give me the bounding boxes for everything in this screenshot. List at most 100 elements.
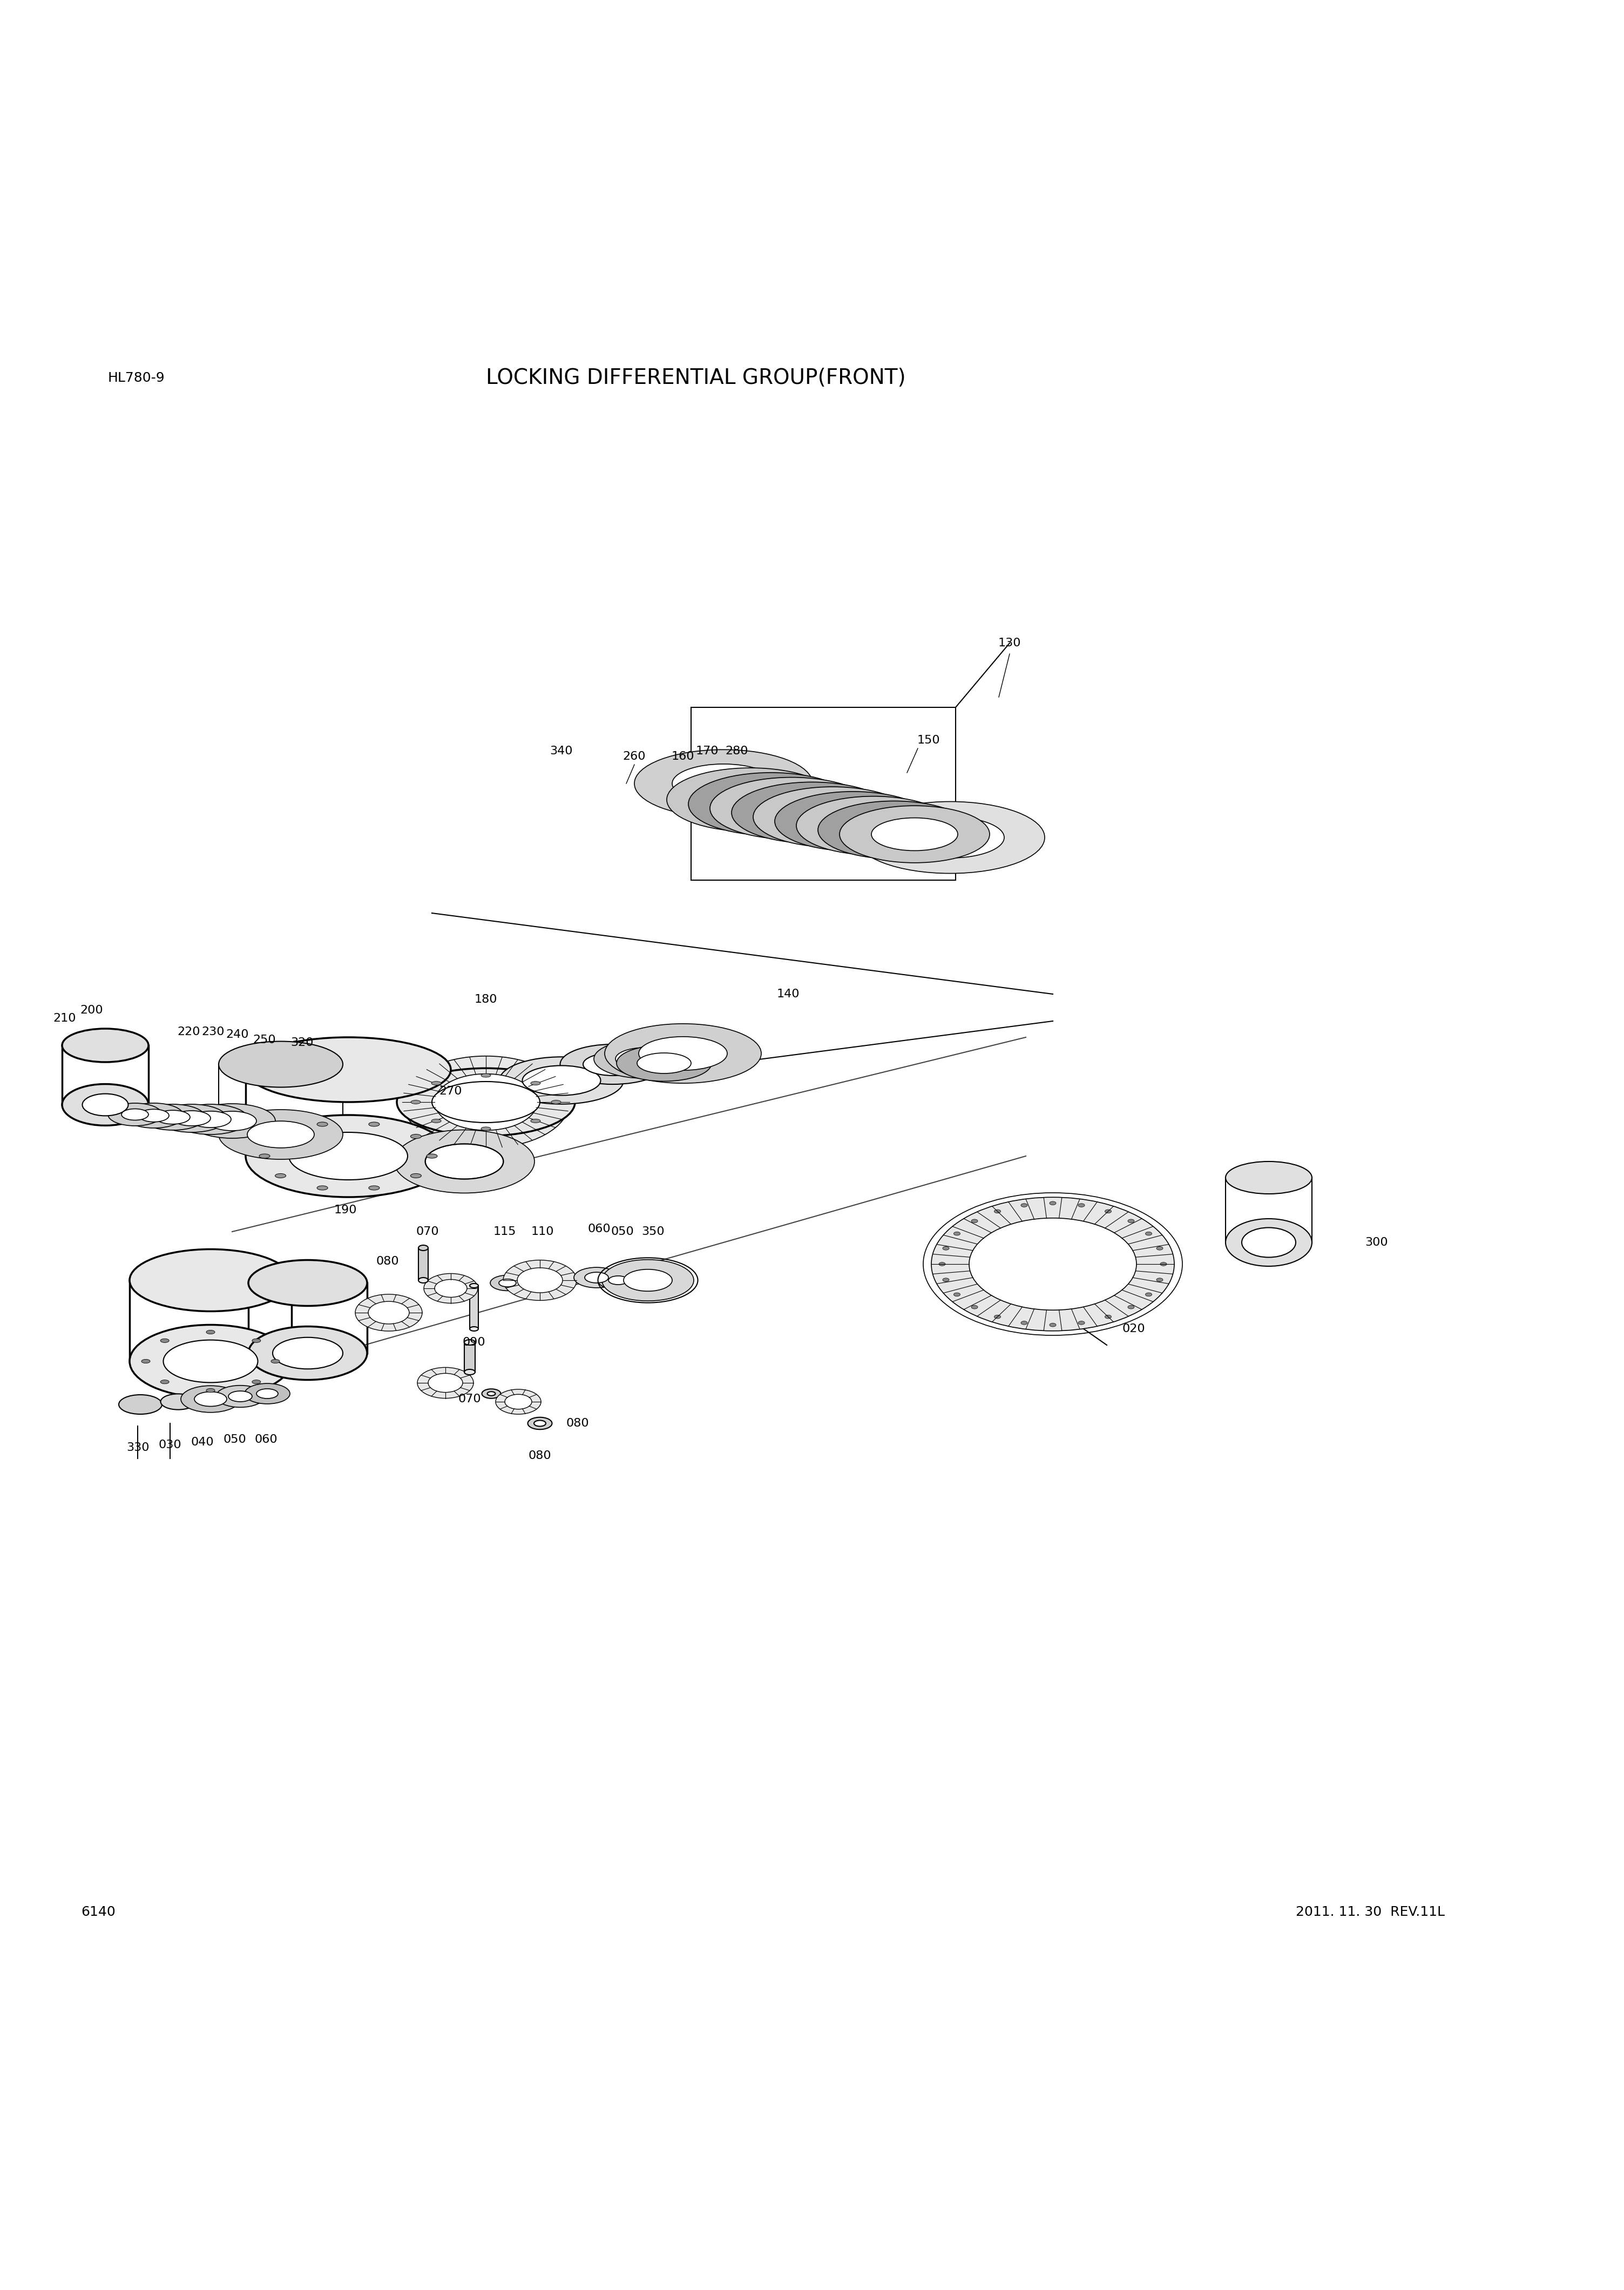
Ellipse shape [229, 1390, 252, 1401]
Ellipse shape [417, 1367, 474, 1399]
Ellipse shape [317, 1186, 328, 1191]
Ellipse shape [369, 1301, 409, 1324]
Text: 280: 280 [726, 747, 749, 756]
Ellipse shape [970, 1218, 1137, 1310]
Ellipse shape [490, 1276, 525, 1292]
Ellipse shape [206, 1330, 214, 1335]
Ellipse shape [754, 788, 913, 847]
Ellipse shape [274, 1134, 286, 1138]
Ellipse shape [667, 767, 835, 831]
Text: 080: 080 [567, 1418, 590, 1429]
Ellipse shape [1242, 1227, 1296, 1257]
Text: 220: 220 [177, 1026, 200, 1037]
Ellipse shape [419, 1278, 429, 1282]
Ellipse shape [594, 1040, 697, 1079]
Ellipse shape [219, 1111, 343, 1159]
Ellipse shape [528, 1418, 552, 1429]
Ellipse shape [499, 1280, 516, 1287]
Ellipse shape [141, 1360, 149, 1363]
Text: 050: 050 [611, 1225, 633, 1237]
Text: 160: 160 [671, 751, 695, 763]
Ellipse shape [107, 1104, 162, 1127]
Ellipse shape [1104, 1314, 1111, 1319]
Ellipse shape [971, 1218, 978, 1223]
Ellipse shape [140, 1104, 205, 1131]
Ellipse shape [503, 1260, 577, 1301]
Bar [419, 1248, 429, 1280]
Ellipse shape [62, 1028, 148, 1063]
Ellipse shape [188, 1104, 276, 1138]
Ellipse shape [161, 1381, 169, 1383]
Ellipse shape [1078, 1321, 1085, 1324]
Text: 340: 340 [551, 747, 573, 756]
Ellipse shape [172, 1104, 248, 1134]
Text: 250: 250 [253, 1035, 276, 1044]
Ellipse shape [531, 1120, 541, 1122]
Ellipse shape [1156, 1278, 1163, 1282]
Ellipse shape [775, 792, 931, 852]
Text: 350: 350 [641, 1225, 664, 1237]
Ellipse shape [505, 1395, 531, 1408]
Ellipse shape [953, 1232, 960, 1234]
Text: 080: 080 [528, 1450, 552, 1461]
Ellipse shape [432, 1081, 539, 1122]
Ellipse shape [122, 1108, 148, 1120]
Text: 260: 260 [624, 751, 646, 763]
Text: 320: 320 [291, 1037, 313, 1049]
Ellipse shape [424, 1273, 477, 1303]
Text: 070: 070 [458, 1395, 481, 1404]
Ellipse shape [481, 1074, 490, 1076]
Ellipse shape [583, 1053, 643, 1076]
Ellipse shape [551, 1099, 560, 1104]
Ellipse shape [745, 790, 838, 827]
Ellipse shape [689, 772, 854, 836]
Text: 180: 180 [474, 994, 497, 1005]
Ellipse shape [710, 776, 874, 840]
Ellipse shape [560, 1044, 666, 1083]
Ellipse shape [260, 1154, 270, 1159]
Ellipse shape [703, 781, 797, 818]
Text: 020: 020 [1122, 1324, 1145, 1335]
Text: 330: 330 [127, 1443, 149, 1454]
Ellipse shape [615, 1047, 676, 1069]
Text: 150: 150 [918, 735, 940, 747]
Ellipse shape [252, 1340, 261, 1342]
Ellipse shape [856, 802, 1044, 872]
Text: 230: 230 [201, 1026, 224, 1037]
Ellipse shape [1127, 1305, 1134, 1310]
Ellipse shape [482, 1390, 500, 1399]
Text: 300: 300 [1366, 1237, 1389, 1248]
Text: 090: 090 [463, 1337, 486, 1349]
Ellipse shape [851, 813, 937, 847]
Ellipse shape [609, 1276, 628, 1285]
Ellipse shape [156, 1111, 190, 1124]
Ellipse shape [252, 1381, 261, 1383]
Ellipse shape [604, 1024, 762, 1083]
Ellipse shape [818, 802, 970, 859]
Ellipse shape [1156, 1246, 1163, 1250]
Ellipse shape [939, 1262, 945, 1266]
Ellipse shape [994, 1209, 1000, 1214]
Ellipse shape [500, 1058, 624, 1104]
Text: LOCKING DIFFERENTIAL GROUP(FRONT): LOCKING DIFFERENTIAL GROUP(FRONT) [486, 369, 906, 389]
Bar [469, 1285, 479, 1328]
Text: 6140: 6140 [81, 1905, 115, 1919]
Ellipse shape [931, 1198, 1174, 1330]
Text: 060: 060 [255, 1434, 278, 1445]
Ellipse shape [257, 1388, 278, 1399]
Ellipse shape [245, 1383, 291, 1404]
Bar [692, 708, 955, 879]
Ellipse shape [1127, 1218, 1134, 1223]
Ellipse shape [598, 1271, 638, 1289]
Ellipse shape [487, 1392, 495, 1395]
Text: 2011. 11. 30  REV.11L: 2011. 11. 30 REV.11L [1296, 1905, 1445, 1919]
Ellipse shape [216, 1385, 265, 1408]
Ellipse shape [435, 1280, 468, 1296]
Ellipse shape [767, 795, 857, 829]
Ellipse shape [495, 1390, 541, 1415]
Ellipse shape [219, 1042, 343, 1088]
Ellipse shape [724, 785, 818, 822]
Ellipse shape [432, 1120, 442, 1122]
Ellipse shape [942, 1246, 948, 1250]
Ellipse shape [464, 1369, 476, 1374]
